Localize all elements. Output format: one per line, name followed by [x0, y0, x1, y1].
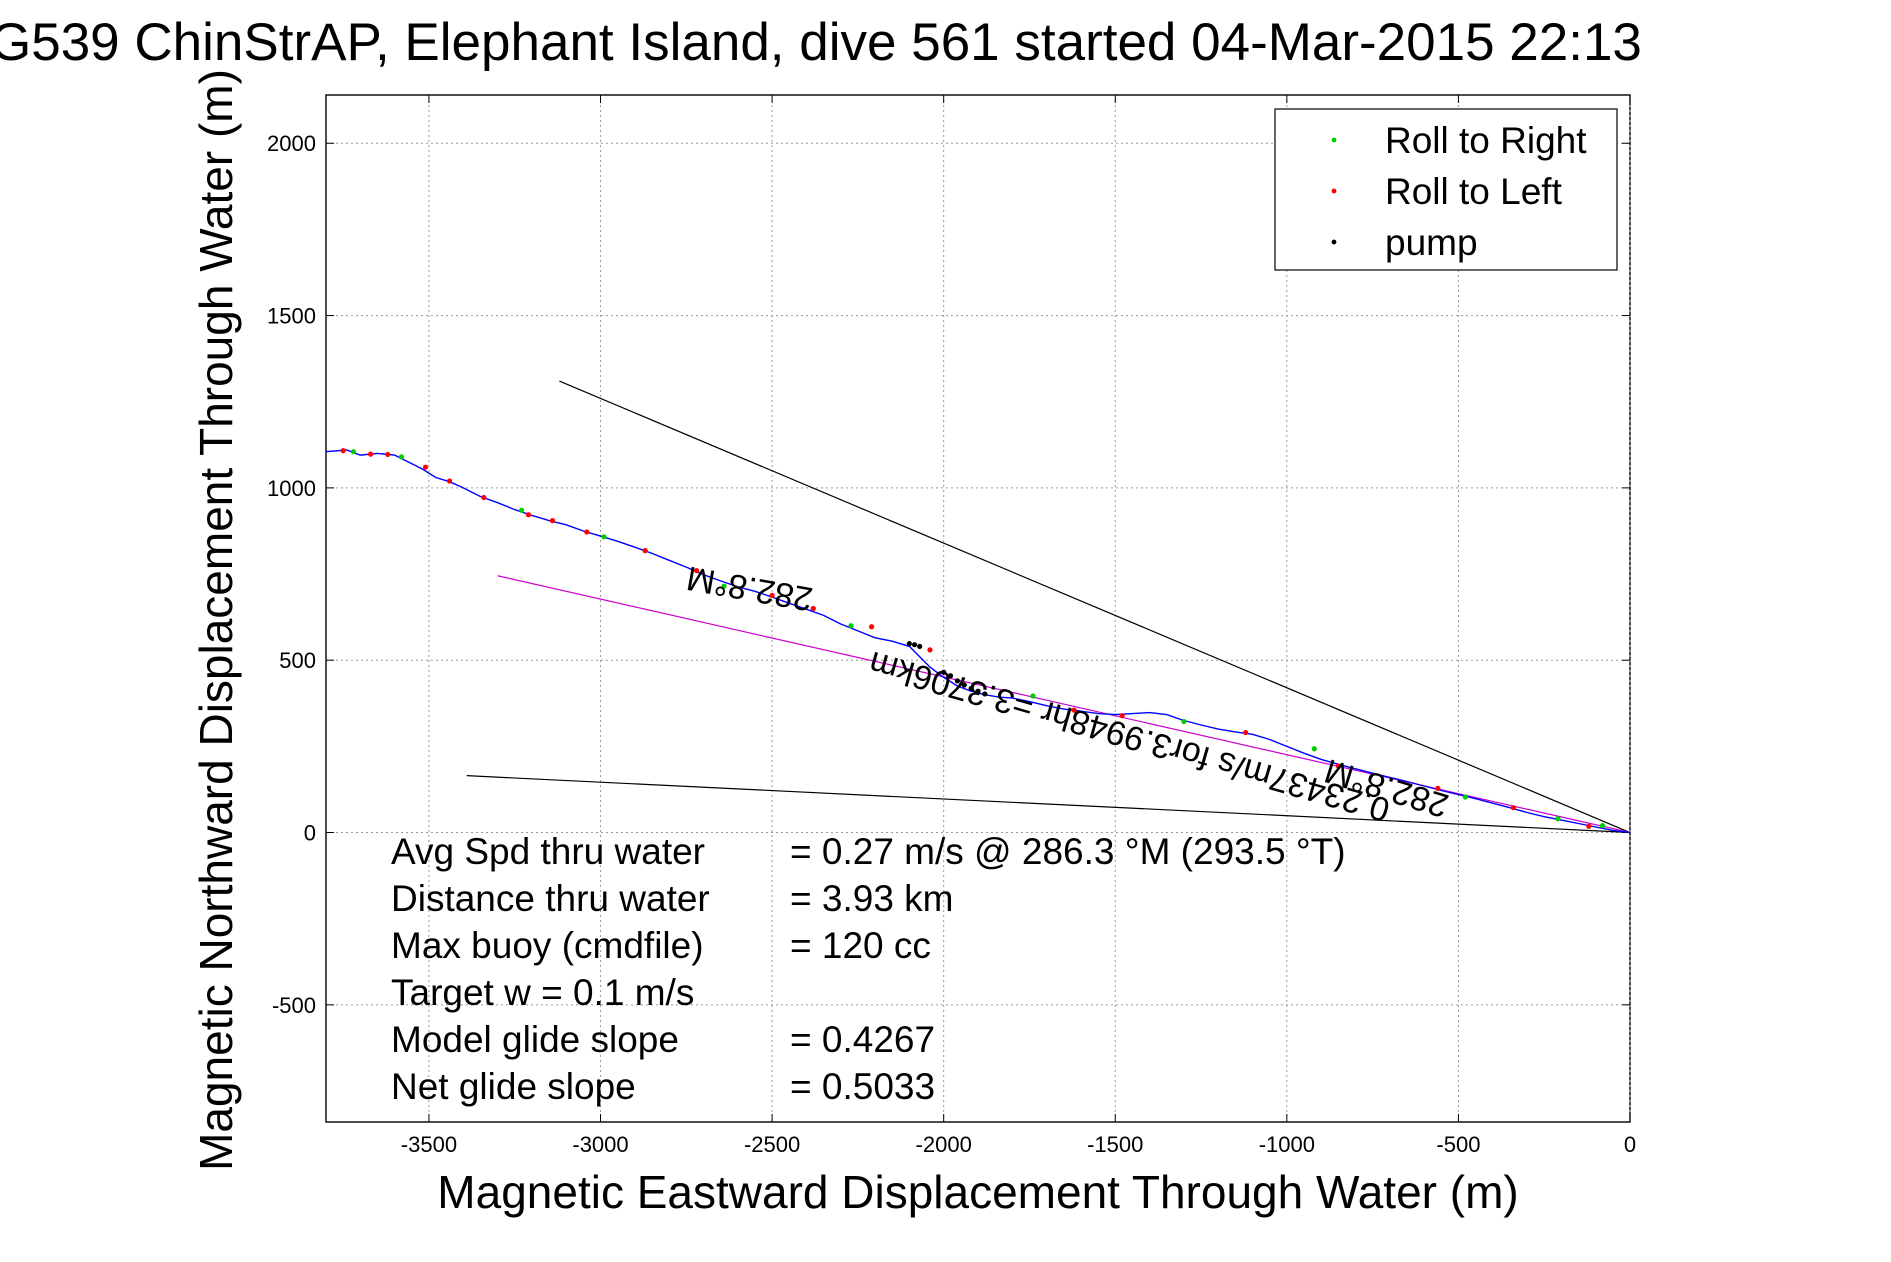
stats-value: = 0.5033 — [790, 1066, 935, 1107]
marker-pump — [975, 688, 981, 694]
legend-marker — [1331, 137, 1337, 143]
marker-roll-to-left — [1510, 805, 1516, 811]
marker-roll-to-left — [481, 494, 487, 501]
marker-roll-to-right — [350, 449, 357, 455]
marker-roll-to-right — [398, 454, 405, 460]
marker-pump — [911, 642, 918, 648]
stats-value: = 0.27 m/s @ 286.3 °M (293.5 °T) — [790, 831, 1346, 872]
marker-roll-to-left — [385, 451, 391, 458]
marker-roll-to-right — [1599, 823, 1606, 829]
marker-roll-to-left — [368, 451, 374, 457]
marker-roll-to-right — [1462, 794, 1468, 800]
reference-lines — [466, 380, 1631, 834]
marker-roll-to-left — [642, 548, 648, 554]
y-axis-label: Magnetic Northward Displacement Through … — [190, 69, 242, 1171]
marker-roll-to-right — [1555, 816, 1561, 822]
reference-line — [497, 575, 1631, 834]
x-tick-label: -1000 — [1259, 1132, 1315, 1157]
marker-pump — [982, 691, 988, 697]
x-tick-label: -3000 — [572, 1132, 628, 1157]
y-tick-label: 500 — [279, 648, 316, 673]
marker-roll-to-left — [422, 464, 429, 470]
series-line-track — [325, 449, 1631, 834]
marker-pump — [968, 685, 974, 692]
marker-roll-to-right — [601, 534, 607, 540]
marker-roll-to-left — [927, 647, 933, 653]
marker-roll-to-left — [340, 448, 346, 454]
grid — [326, 95, 1631, 1122]
x-tick-label: -2000 — [916, 1132, 972, 1157]
marker-roll-to-left — [584, 529, 590, 535]
marker-roll-to-left — [810, 605, 816, 612]
marker-roll-to-left — [1119, 713, 1125, 719]
stats-label: Model glide slope — [391, 1019, 679, 1060]
marker-pump — [941, 669, 947, 675]
x-axis-label: Magnetic Eastward Displacement Through W… — [437, 1166, 1518, 1218]
y-tick-label: 1500 — [267, 304, 316, 329]
x-tick-label: -1500 — [1087, 1132, 1143, 1157]
legend-marker — [1331, 239, 1337, 245]
marker-pump — [954, 678, 961, 684]
stats-label: Max buoy (cmdfile) — [391, 925, 704, 966]
stats-label: Distance thru water — [391, 878, 710, 919]
y-tick-label: -500 — [272, 993, 316, 1018]
marker-roll-to-left — [1071, 707, 1077, 713]
legend: Roll to Right Roll to Left pump — [1274, 108, 1618, 271]
y-tick-label: 0 — [304, 821, 316, 846]
legend-label: Roll to Right — [1385, 120, 1587, 161]
marker-layer — [340, 448, 1606, 829]
marker-pump — [917, 643, 923, 650]
y-tick-labels: -500 0 500 1000 1500 2000 — [267, 131, 316, 1018]
track-layer — [325, 449, 1631, 834]
marker-roll-to-left — [1586, 823, 1592, 829]
x-tick-label: -500 — [1436, 1132, 1480, 1157]
stats-value: = 3.93 km — [790, 878, 954, 919]
marker-roll-to-right — [1181, 718, 1187, 725]
marker-roll-to-left — [525, 512, 532, 518]
marker-roll-to-right — [519, 507, 525, 513]
legend-label: pump — [1385, 222, 1478, 263]
stats-label: Net glide slope — [391, 1066, 636, 1107]
marker-roll-to-right — [1030, 693, 1036, 699]
marker-roll-to-right — [721, 583, 727, 589]
marker-roll-to-left — [694, 567, 700, 574]
marker-roll-to-left — [1243, 729, 1249, 736]
marker-roll-to-left — [769, 592, 775, 599]
stats-value: = 120 cc — [790, 925, 931, 966]
marker-pump — [906, 641, 912, 647]
stats-label: Target w = 0.1 m/s — [391, 972, 694, 1013]
marker-pump — [947, 673, 954, 679]
marker-pump — [961, 682, 967, 688]
stats-label: Avg Spd thru water — [391, 831, 705, 872]
marker-roll-to-left — [1435, 785, 1441, 791]
marker-roll-to-right — [1311, 746, 1317, 752]
chart-title: G539 ChinStrAP, Elephant Island, dive 56… — [0, 13, 1642, 72]
legend-label: Roll to Left — [1385, 171, 1563, 212]
reference-line — [559, 380, 1631, 834]
legend-marker — [1331, 188, 1337, 194]
x-tick-label: 0 — [1624, 1132, 1636, 1157]
legend-items: Roll to Right Roll to Left pump — [1331, 120, 1587, 263]
marker-roll-to-left — [869, 624, 875, 630]
marker-roll-to-left — [549, 518, 556, 524]
marker-roll-to-left — [1335, 763, 1341, 769]
marker-roll-to-right — [848, 623, 854, 629]
x-tick-labels: -3500 -3000 -2500 -2000 -1500 -1000 -500 0 — [401, 1132, 1636, 1157]
stats-text-block: Avg Spd thru water = 0.27 m/s @ 286.3 °M … — [391, 831, 1346, 1107]
reference-line — [466, 775, 1631, 834]
x-tick-label: -3500 — [401, 1132, 457, 1157]
y-tick-label: 1000 — [267, 476, 316, 501]
marker-roll-to-left — [446, 478, 453, 484]
stats-value: = 0.4267 — [790, 1019, 935, 1060]
y-tick-label: 2000 — [267, 131, 316, 156]
x-tick-label: -2500 — [744, 1132, 800, 1157]
